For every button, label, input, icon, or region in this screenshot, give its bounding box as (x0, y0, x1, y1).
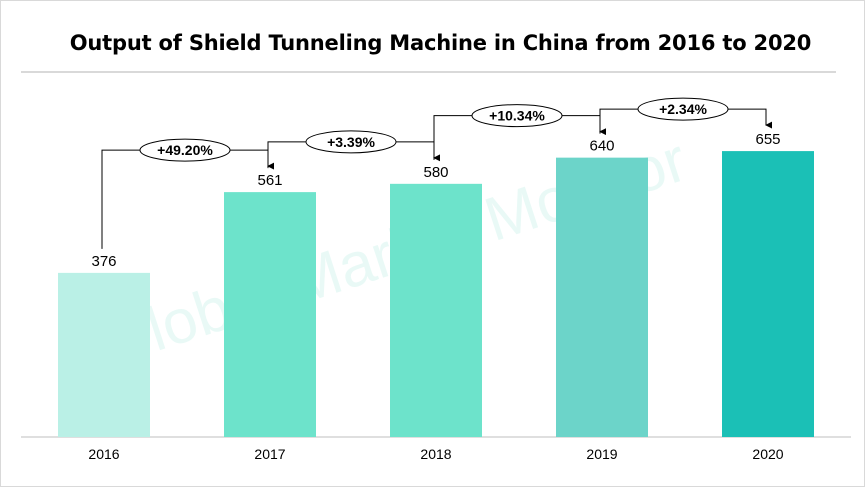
bar-2017 (224, 192, 316, 437)
bar-2019 (556, 157, 648, 437)
bar-value-label: 580 (423, 164, 448, 181)
growth-annotations-layer: +49.20% +3.39% +10.34% +2.34% (101, 97, 773, 249)
growth-label: +10.34% (489, 108, 545, 124)
bar-value-label: 640 (589, 138, 614, 155)
x-tick-label: 2017 (254, 446, 285, 462)
bar-value-label: 376 (91, 253, 116, 270)
x-tick-label: 2020 (752, 446, 783, 462)
bar-2016 (58, 272, 150, 437)
x-tick-label: 2019 (586, 446, 617, 462)
bar-2020 (722, 151, 814, 437)
growth-badge (305, 130, 397, 154)
chart-title: Output of Shield Tunneling Machine in Ch… (69, 31, 812, 55)
bar-value-label: 561 (257, 172, 282, 189)
growth-badge (471, 104, 563, 128)
x-tick-label: 2016 (88, 446, 119, 462)
bars-layer: 376 2016 561 2017 580 2018 640 2019 655 2020 (21, 131, 851, 462)
growth-badge (637, 97, 729, 121)
x-tick-label: 2018 (420, 446, 451, 462)
bar-2018 (390, 183, 482, 437)
growth-badge (139, 138, 231, 162)
growth-label: +2.34% (659, 101, 707, 117)
bar-value-label: 655 (755, 131, 780, 148)
growth-label: +3.39% (327, 134, 375, 150)
growth-label: +49.20% (157, 142, 213, 158)
title-divider (21, 71, 836, 73)
